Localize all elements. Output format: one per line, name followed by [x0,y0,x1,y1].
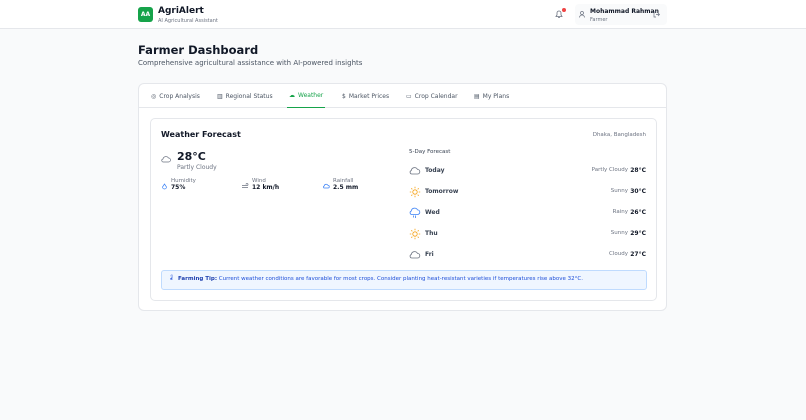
forecast-temp: 26°C [630,209,646,216]
top-header: AA AgriAlert AI Agricultural Assistant M… [0,0,806,29]
weather-card: Weather Forecast Dhaka, Bangladesh 28°C … [150,118,657,301]
bell-icon[interactable] [554,9,564,19]
current-condition: Partly Cloudy [177,164,217,171]
rainfall-stat: Rainfall 2.5 mm [323,178,358,191]
forecast-day: Today [425,167,445,174]
user-name: Mohammad Rahman [590,8,659,15]
map-icon: ▥ [217,92,223,100]
tab-my-plans[interactable]: ▤ My Plans [474,92,510,100]
file-icon: ▤ [474,92,480,100]
tab-regional-status[interactable]: ▥ Regional Status [217,92,273,100]
forecast-row: Today Partly Cloudy 28°C [409,165,646,177]
cloud-rain-icon [323,183,330,189]
notification-dot [562,8,566,12]
forecast-temp: 28°C [630,167,646,174]
target-icon: ◎ [151,92,157,100]
location: Dhaka, Bangladesh [592,132,646,138]
page-title: Farmer Dashboard [138,43,259,57]
calendar-icon: ▭ [406,92,412,100]
forecast-condition: Sunny [610,230,628,236]
forecast-title: 5-Day Forecast [409,149,451,155]
forecast-day: Tomorrow [425,188,459,195]
current-temp: 28°C [177,150,206,163]
thermometer-icon: 🌡︎ [168,275,175,281]
forecast-condition: Partly Cloudy [591,167,628,173]
tab-market-prices[interactable]: $ Market Prices [342,92,390,100]
forecast-day: Thu [425,230,438,237]
logout-icon[interactable] [653,11,660,18]
sun-icon [409,186,421,198]
app-name: AgriAlert [158,6,204,16]
user-icon [579,11,585,18]
tab-weather[interactable]: ☁ Weather [287,84,326,108]
forecast-condition: Rainy [612,209,628,215]
cloud-icon [409,251,421,259]
farming-tip: 🌡︎ Farming Tip: Current weather conditio… [161,270,647,290]
tab-crop-calendar[interactable]: ▭ Crop Calendar [406,92,458,100]
dollar-icon: $ [342,92,346,100]
forecast-row: Wed Rainy 26°C [409,207,646,219]
wind-icon [242,183,249,188]
rain-icon [409,207,421,218]
forecast-temp: 27°C [630,251,646,258]
forecast-row: Tomorrow Sunny 30°C [409,186,646,198]
forecast-day: Fri [425,251,434,258]
wind-stat: Wind 12 km/h [242,178,279,191]
sun-icon [409,228,421,240]
dashboard-card: ◎ Crop Analysis ▥ Regional Status ☁ Weather… [138,83,667,311]
forecast-condition: Cloudy [609,251,628,257]
forecast-condition: Sunny [610,188,628,194]
cloud-icon [409,167,421,175]
forecast-day: Wed [425,209,440,216]
tab-crop-analysis[interactable]: ◎ Crop Analysis [151,92,200,100]
app-logo: AA [138,7,153,22]
app-tagline: AI Agricultural Assistant [158,18,218,24]
forecast-temp: 30°C [630,188,646,195]
forecast-temp: 29°C [630,230,646,237]
tab-bar: ◎ Crop Analysis ▥ Regional Status ☁ Weather… [139,84,666,108]
forecast-row: Thu Sunny 29°C [409,228,646,240]
forecast-row: Fri Cloudy 27°C [409,249,646,261]
droplets-icon [162,183,167,190]
cloud-icon [161,156,171,163]
user-menu[interactable]: Mohammad Rahman Farmer [575,4,667,25]
cloud-icon: ☁ [289,92,295,99]
weather-title: Weather Forecast [161,130,241,139]
user-role: Farmer [590,17,608,23]
humidity-stat: Humidity 75% [161,178,196,191]
page-subtitle: Comprehensive agricultural assistance wi… [138,59,363,67]
